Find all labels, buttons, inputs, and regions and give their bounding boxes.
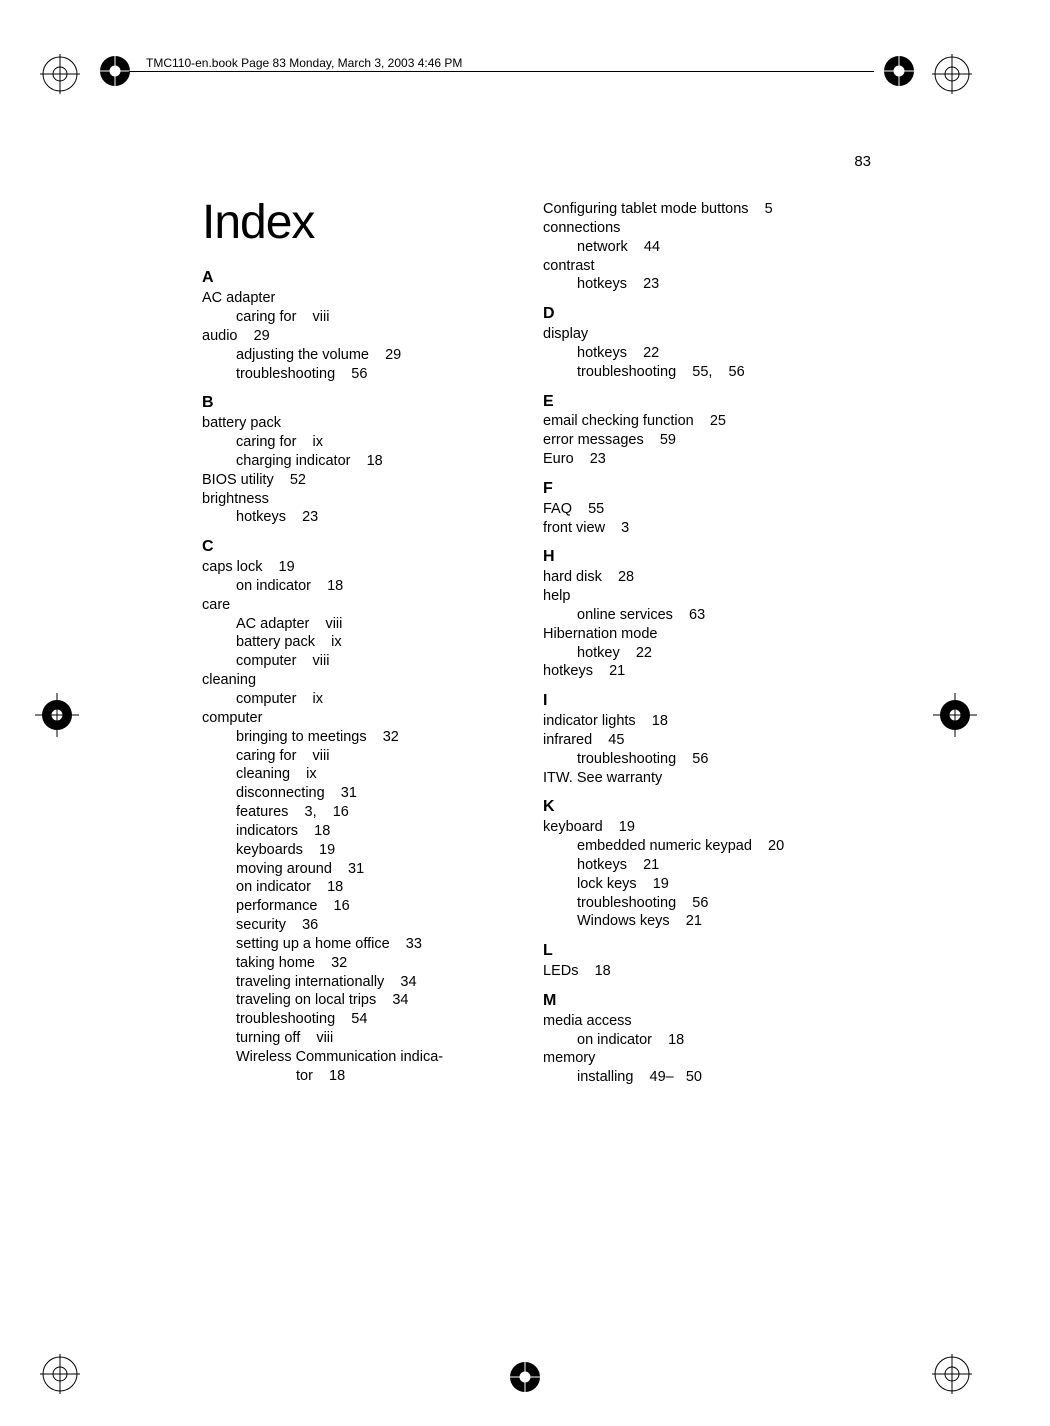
letter-F: F [543,479,872,500]
print-mark-bottom-center [508,1360,542,1394]
subentry: on indicator 18 [543,1031,872,1050]
subentry: charging indicator 18 [202,452,531,471]
subentry: hotkey 22 [543,644,872,663]
subentry: caring for viii [202,747,531,766]
subentry: keyboards 19 [202,841,531,860]
subentry: on indicator 18 [202,878,531,897]
subentry: security 36 [202,916,531,935]
entry: keyboard 19 [543,818,872,837]
subentry: caring for viii [202,308,531,327]
subentry: hotkeys 23 [202,508,531,527]
subentry: computer viii [202,652,531,671]
entry: ITW. See warranty [543,769,872,788]
letter-H: H [543,547,872,568]
letter-B: B [202,393,531,414]
entry: Configuring tablet mode buttons 5 [543,200,872,219]
entry: LEDs 18 [543,962,872,981]
entry: front view 3 [543,519,872,538]
print-mark-top-right-outer [932,54,972,94]
entry: email checking function 25 [543,412,872,431]
letter-I: I [543,691,872,712]
subentry: features 3, 16 [202,803,531,822]
subentry: setting up a home office 33 [202,935,531,954]
subentry: Windows keys 21 [543,912,872,931]
letter-D: D [543,304,872,325]
subentry: network 44 [543,238,872,257]
subentry: troubleshooting 56 [543,750,872,769]
entry: display [543,325,872,344]
subentry: hotkeys 22 [543,344,872,363]
subentry: troubleshooting 54 [202,1010,531,1029]
column-right: Configuring tablet mode buttons 5 connec… [539,192,872,1087]
print-mark-bottom-left-outer [40,1354,80,1394]
page-number: 83 [854,152,871,172]
subentry: adjusting the volume 29 [202,346,531,365]
subentry: moving around 31 [202,860,531,879]
print-mark-mid-right [933,693,977,737]
subentry: traveling internationally 34 [202,973,531,992]
subentry: indicators 18 [202,822,531,841]
column-left: Index A AC adapter caring for viii audio… [202,192,539,1087]
entry: AC adapter [202,289,531,308]
subentry: Wireless Communication indica- [202,1048,531,1067]
subentry: AC adapter viii [202,615,531,634]
entry: care [202,596,531,615]
entry: brightness [202,490,531,509]
subentry: troubleshooting 55, 56 [543,363,872,382]
entry: contrast [543,257,872,276]
entry: caps lock 19 [202,558,531,577]
print-mark-mid-left [35,693,79,737]
entry: media access [543,1012,872,1031]
entry: BIOS utility 52 [202,471,531,490]
subentry: disconnecting 31 [202,784,531,803]
letter-A: A [202,268,531,289]
entry: indicator lights 18 [543,712,872,731]
entry: cleaning [202,671,531,690]
subentry: bringing to meetings 32 [202,728,531,747]
subentry: cleaning ix [202,765,531,784]
entry: FAQ 55 [543,500,872,519]
entry: hard disk 28 [543,568,872,587]
subentry: installing 49– 50 [543,1068,872,1087]
entry: error messages 59 [543,431,872,450]
subentry: performance 16 [202,897,531,916]
subentry: troubleshooting 56 [202,365,531,384]
entry: help [543,587,872,606]
entry: hotkeys 21 [543,662,872,681]
entry: memory [543,1049,872,1068]
entry: infrared 45 [543,731,872,750]
index-title: Index [202,192,531,254]
entry: battery pack [202,414,531,433]
entry: computer [202,709,531,728]
subentry: taking home 32 [202,954,531,973]
subentry: computer ix [202,690,531,709]
subentry: lock keys 19 [543,875,872,894]
subentry: turning off viii [202,1029,531,1048]
print-mark-bottom-right-outer [932,1354,972,1394]
entry: Hibernation mode [543,625,872,644]
letter-K: K [543,797,872,818]
subentry: caring for ix [202,433,531,452]
entry: Euro 23 [543,450,872,469]
entry: connections [543,219,872,238]
subentry: troubleshooting 56 [543,894,872,913]
print-mark-top-left-outer [40,54,80,94]
letter-M: M [543,991,872,1012]
print-mark-top-right-inner [882,54,916,88]
subentry: online services 63 [543,606,872,625]
subentry-wrap: tor 18 [202,1067,531,1086]
subentry: hotkeys 21 [543,856,872,875]
subentry: battery pack ix [202,633,531,652]
subentry: embedded numeric keypad 20 [543,837,872,856]
header-filename: TMC110-en.book Page 83 Monday, March 3, … [146,56,462,72]
index-content: Index A AC adapter caring for viii audio… [202,192,872,1087]
subentry: traveling on local trips 34 [202,991,531,1010]
subentry: hotkeys 23 [543,275,872,294]
letter-C: C [202,537,531,558]
letter-L: L [543,941,872,962]
subentry: on indicator 18 [202,577,531,596]
print-mark-top-left-inner [98,54,132,88]
letter-E: E [543,392,872,413]
entry: audio 29 [202,327,531,346]
